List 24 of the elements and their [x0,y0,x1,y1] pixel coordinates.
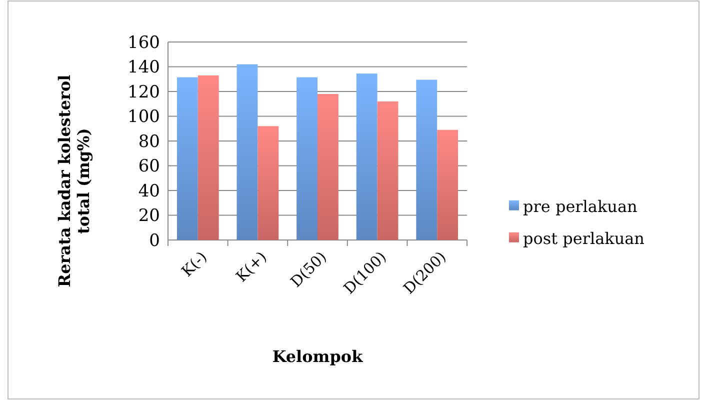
y-axis-title: Rerata kadar kolesterol total (mg%) [55,74,94,288]
bar [416,80,438,240]
bar [296,77,318,240]
bar [377,101,398,240]
y-tick-label: 0 [149,230,160,251]
bar [258,126,279,240]
legend-label: pre perlakuan [523,196,638,216]
bar [318,94,338,240]
y-tick-label: 160 [128,32,160,53]
y-tick-label: 40 [138,181,160,202]
bar [236,64,258,240]
legend-label: post perlakuan [523,228,644,248]
y-tick-label: 120 [128,82,160,102]
y-tick-label: 60 [138,156,160,177]
y-tick-label: 140 [128,58,160,78]
y-tick-label: 20 [138,206,160,226]
y-tick-label: 80 [138,132,160,152]
x-tick-label: K(-) [178,248,210,280]
bar [176,77,198,240]
bar [437,130,458,240]
bar [198,75,219,240]
bar [356,74,378,240]
x-axis-title: Kelompok [272,347,364,366]
y-tick-label: 100 [128,107,160,128]
